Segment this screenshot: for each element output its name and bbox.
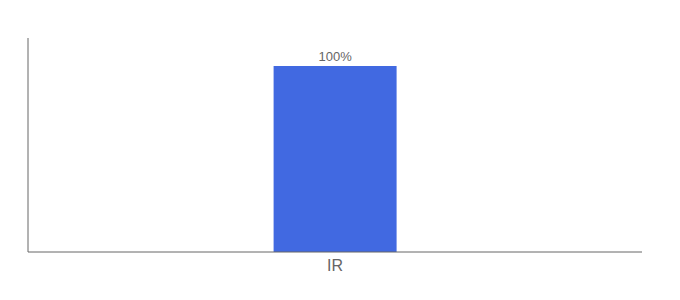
svg-text:100%: 100% xyxy=(318,49,352,64)
svg-text:IR: IR xyxy=(327,257,343,274)
